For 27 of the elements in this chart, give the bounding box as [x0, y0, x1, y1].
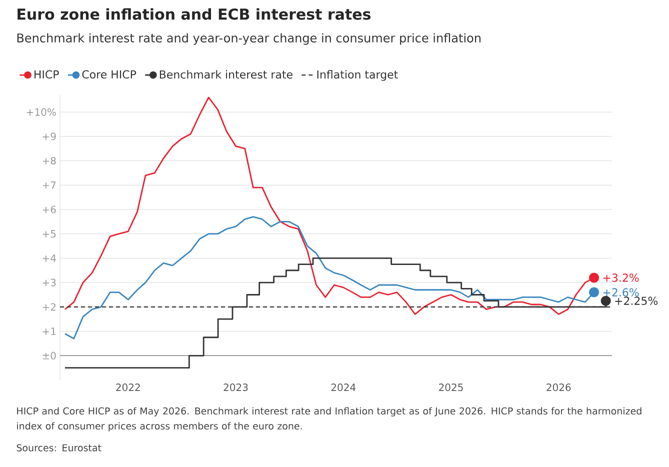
x-tick-label: 2022: [116, 384, 140, 392]
y-tick-label: +10%: [26, 108, 56, 116]
annotation: +3.2%: [603, 274, 639, 282]
x-tick-label: 2023: [224, 384, 248, 392]
y-tick-label: +7: [42, 181, 56, 189]
chart-subtitle: Benchmark interest rate and year-on-year change in consumer price inflation: [17, 33, 480, 45]
text: HICP and Core HICP as of May 2026. Benchmark interest rate and Inflation target as of June 2026. HICP stands for the harmonized index of consumer prices across members of the euro zone.: [17, 407, 642, 432]
legend-label: HICP: [34, 70, 59, 79]
chart-title: Euro zone inflation and ECB interest rates: [18, 8, 371, 20]
legend-label: Inflation target: [317, 70, 398, 81]
y-tick-label: ±0: [42, 352, 56, 360]
x-tick-label: 2026: [546, 384, 571, 392]
y-tick-label: +9: [42, 132, 56, 140]
y-tick-label: +1: [42, 328, 56, 335]
source-note: Sources: Eurostat: [16, 444, 102, 452]
annotation: +2.25%: [615, 296, 658, 305]
legend-label: Core HICP: [82, 70, 136, 79]
y-tick-label: +6: [42, 206, 56, 214]
y-tick-label: +5: [42, 230, 56, 238]
y-tick-label: +2: [42, 303, 56, 311]
legend-label: Benchmark interest rate: [160, 70, 292, 79]
annotation: +2.6%: [603, 288, 639, 296]
x-tick-label: 2024: [331, 384, 356, 392]
y-tick-label: +3: [42, 278, 56, 286]
y-tick-label: +8: [42, 156, 56, 165]
x-tick-label: 2025: [439, 384, 463, 392]
y-tick-label: +4: [42, 254, 56, 262]
